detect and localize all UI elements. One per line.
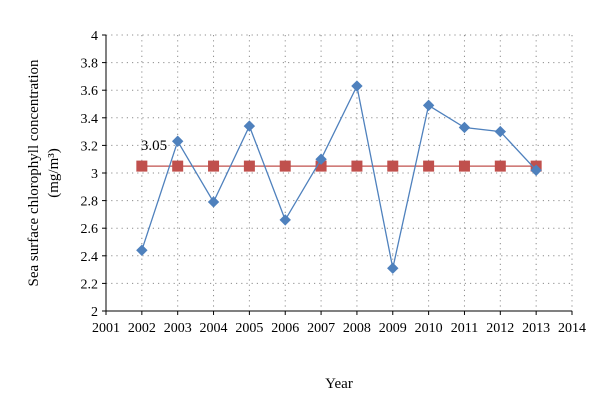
- annotation-label: 3.05: [141, 138, 167, 154]
- data-point-square: [243, 160, 255, 172]
- y-tick-label: 2.4: [81, 250, 99, 265]
- x-tick-label: 2010: [415, 321, 443, 336]
- x-tick-label: 2001: [92, 321, 120, 336]
- series-line-0: [141, 84, 537, 269]
- x-tick-label: 2011: [451, 321, 478, 336]
- data-point-square: [315, 160, 327, 172]
- x-tick-label: 2007: [307, 321, 335, 336]
- x-tick-label: 2002: [128, 321, 156, 336]
- axes: [102, 34, 573, 315]
- data-point-diamond: [315, 153, 327, 165]
- data-point-square: [423, 160, 435, 172]
- y-tick-label: 3: [91, 167, 98, 182]
- x-tick-label: 2009: [379, 321, 407, 336]
- data-point-diamond: [458, 121, 471, 134]
- data-point-square: [351, 160, 363, 172]
- data-point-square: [208, 160, 220, 172]
- data-point-square: [387, 160, 399, 172]
- grid-lines: [106, 34, 573, 311]
- y-tick-label: 2.8: [81, 195, 99, 210]
- data-point-diamond: [530, 164, 542, 176]
- y-tick-label: 2.6: [81, 222, 99, 237]
- x-tick-label: 2005: [235, 321, 263, 336]
- x-tick-label: 2008: [343, 321, 371, 336]
- data-point-diamond: [243, 120, 256, 132]
- y-axis-title-line2: (mg/m³): [46, 148, 62, 198]
- x-tick-label: 2004: [200, 321, 228, 336]
- data-point-square: [494, 160, 506, 172]
- y-tick-label: 3.2: [81, 139, 99, 154]
- data-point-diamond: [136, 244, 148, 256]
- data-point-diamond: [279, 214, 291, 226]
- y-axis-title: Sea surface chlorophyll concentration (m…: [26, 59, 62, 286]
- x-tick-label: 2012: [486, 321, 514, 336]
- y-tick-label: 4: [91, 29, 98, 44]
- y-tick-label: 3.6: [81, 84, 99, 99]
- x-tick-labels: 2001 2002 2003 2004 2005 2006 2007 2008 2009 2010…: [92, 321, 586, 336]
- y-axis-title-line1: Sea surface chlorophyll concentration: [26, 59, 42, 286]
- data-point-square: [136, 160, 148, 172]
- data-point-square: [172, 160, 184, 172]
- data-point-diamond: [171, 135, 184, 147]
- x-tick-label: 2014: [558, 321, 586, 336]
- data-point-square: [458, 160, 470, 172]
- y-tick-label: 3.8: [81, 57, 99, 72]
- y-tick-label: 2: [91, 305, 98, 320]
- y-tick-label: 3.4: [81, 112, 99, 127]
- data-point-diamond: [207, 196, 220, 208]
- data-point-diamond: [387, 262, 399, 274]
- x-axis-title: Year: [325, 376, 353, 392]
- data-point-square: [279, 160, 291, 172]
- x-tick-label: 2013: [522, 321, 550, 336]
- y-tick-labels: 2 2.2 2.4 2.6 2.8 3 3.2 3.4 3.6 3.8 4: [81, 29, 99, 320]
- series: [136, 80, 542, 274]
- x-tick-label: 2006: [271, 321, 299, 336]
- data-point-diamond: [422, 99, 435, 112]
- data-point-diamond: [351, 80, 363, 92]
- data-point-diamond: [494, 125, 507, 138]
- x-tick-label: 2003: [164, 321, 192, 336]
- y-tick-label: 2.2: [81, 277, 99, 292]
